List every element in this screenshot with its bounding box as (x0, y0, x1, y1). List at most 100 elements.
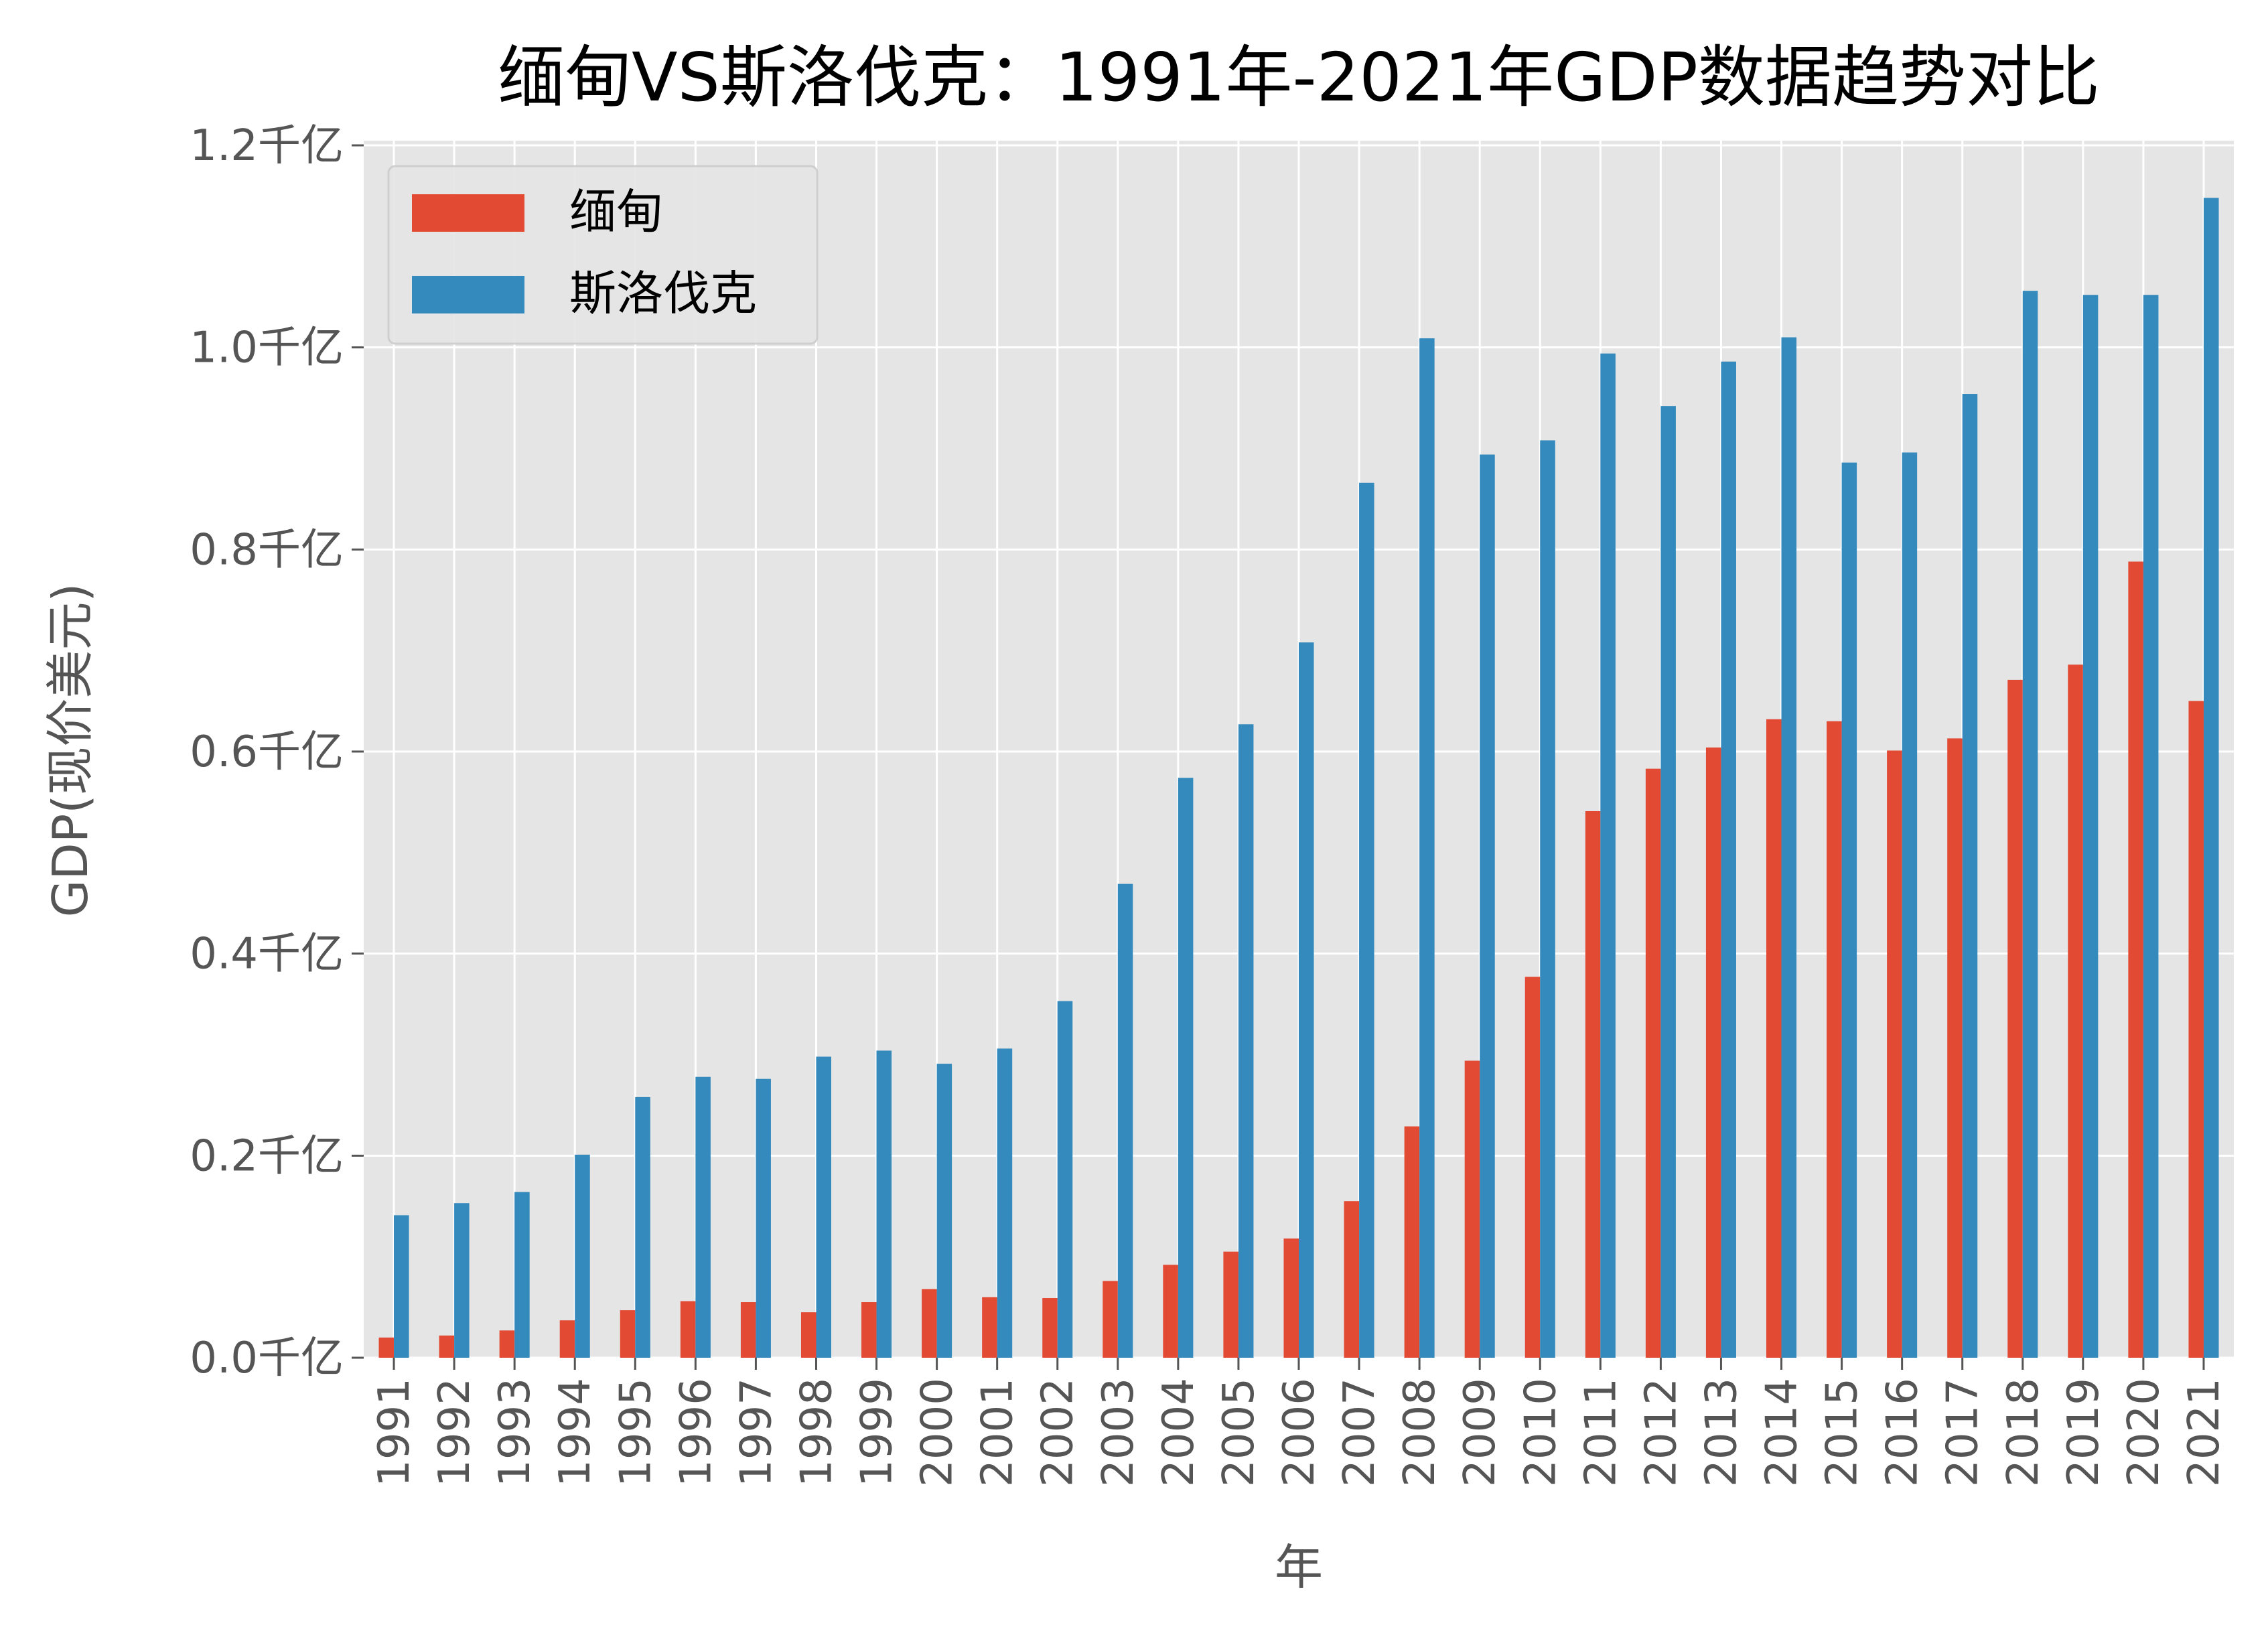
bar-myanmar-2018 (2007, 679, 2023, 1358)
y-tick-label: 1.0千亿 (190, 324, 344, 373)
x-tick-label: 2004 (1154, 1378, 1204, 1487)
x-tick-label: 2000 (913, 1378, 963, 1487)
x-tick-label: 1996 (671, 1378, 721, 1487)
x-tick-label: 1999 (853, 1378, 902, 1487)
bar-myanmar-1991 (378, 1337, 395, 1358)
bar-slovakia-2015 (1841, 462, 1857, 1358)
bar-slovakia-2011 (1600, 353, 1616, 1358)
bar-myanmar-2020 (2128, 561, 2143, 1358)
bar-slovakia-2006 (1299, 642, 1314, 1358)
bar-slovakia-2007 (1359, 482, 1374, 1358)
bar-slovakia-1996 (695, 1076, 711, 1358)
x-tick-label: 2021 (2180, 1378, 2229, 1487)
bar-myanmar-2019 (2068, 664, 2083, 1358)
x-tick-label: 1991 (370, 1378, 419, 1487)
x-tick-label: 2007 (1335, 1378, 1385, 1487)
bar-myanmar-2010 (1525, 977, 1541, 1358)
bar-myanmar-1997 (740, 1302, 756, 1358)
legend-swatch (412, 276, 524, 313)
legend-swatch (412, 194, 524, 232)
chart-title: 缅甸VS斯洛伐克：1991年-2021年GDP数据趋势对比 (498, 38, 2100, 117)
bar-slovakia-2010 (1540, 440, 1555, 1358)
bar-slovakia-2004 (1178, 778, 1194, 1358)
x-tick-label: 2020 (2119, 1378, 2169, 1487)
bar-slovakia-2014 (1781, 337, 1797, 1358)
bar-slovakia-1997 (756, 1078, 771, 1358)
bar-slovakia-2017 (1962, 394, 1978, 1358)
bar-slovakia-2008 (1419, 338, 1435, 1358)
bar-slovakia-2021 (2203, 198, 2219, 1358)
x-tick-label: 2011 (1576, 1378, 1626, 1487)
bar-slovakia-1995 (635, 1097, 650, 1358)
bar-slovakia-1999 (876, 1050, 892, 1358)
y-tick-label: 0.2千亿 (190, 1131, 344, 1181)
y-tick-label: 0.4千亿 (190, 930, 344, 979)
bar-myanmar-2016 (1887, 750, 1902, 1358)
bar-slovakia-2000 (936, 1064, 952, 1358)
x-tick-label: 1993 (490, 1378, 540, 1487)
x-tick-label: 2017 (1938, 1378, 1988, 1487)
x-tick-label: 2003 (1094, 1378, 1143, 1487)
bar-myanmar-1994 (559, 1320, 575, 1358)
x-tick-label: 2001 (973, 1378, 1023, 1487)
bar-myanmar-2003 (1103, 1281, 1118, 1358)
y-tick-label: 1.2千亿 (190, 121, 344, 171)
x-tick-label: 2008 (1395, 1378, 1445, 1487)
bar-slovakia-2005 (1238, 724, 1254, 1358)
bar-myanmar-2013 (1705, 747, 1721, 1358)
x-tick-label: 1994 (551, 1378, 600, 1487)
x-tick-label: 2018 (1999, 1378, 2048, 1487)
legend-label: 缅甸 (569, 184, 663, 239)
bar-myanmar-1995 (620, 1310, 636, 1358)
x-tick-label: 1995 (611, 1378, 660, 1487)
bar-slovakia-2009 (1480, 454, 1495, 1358)
bar-myanmar-2006 (1283, 1239, 1299, 1358)
x-tick-label: 1998 (792, 1378, 841, 1487)
x-tick-label: 2016 (1878, 1378, 1928, 1487)
bar-slovakia-2003 (1117, 883, 1133, 1358)
bar-slovakia-2016 (1902, 452, 1918, 1358)
bar-myanmar-1992 (439, 1335, 455, 1358)
bar-slovakia-2001 (997, 1048, 1013, 1358)
x-tick-label: 1997 (731, 1378, 781, 1487)
bar-myanmar-2009 (1464, 1060, 1480, 1358)
bar-slovakia-2018 (2022, 291, 2038, 1358)
y-tick-label: 0.6千亿 (190, 727, 344, 777)
bar-slovakia-1992 (454, 1203, 470, 1358)
x-tick-label: 2005 (1214, 1378, 1264, 1487)
bar-myanmar-2000 (922, 1289, 937, 1358)
bar-myanmar-1999 (861, 1302, 877, 1358)
bar-slovakia-2020 (2143, 295, 2159, 1358)
bar-myanmar-2021 (2188, 701, 2204, 1358)
bar-slovakia-2019 (2082, 295, 2099, 1358)
bar-myanmar-2008 (1404, 1126, 1420, 1358)
x-tick-label: 2006 (1275, 1378, 1324, 1487)
bar-slovakia-2012 (1660, 406, 1676, 1358)
bar-slovakia-2013 (1721, 361, 1736, 1358)
x-tick-label: 2014 (1758, 1378, 1807, 1487)
bar-myanmar-2014 (1766, 719, 1782, 1358)
x-tick-label: 2002 (1034, 1378, 1083, 1487)
x-tick-label: 2010 (1516, 1378, 1565, 1487)
x-tick-label: 1992 (430, 1378, 480, 1487)
bar-myanmar-1993 (499, 1330, 515, 1358)
bar-myanmar-2001 (982, 1297, 997, 1358)
legend-label: 斯洛伐克 (569, 266, 757, 321)
bar-myanmar-2004 (1163, 1265, 1178, 1358)
bar-slovakia-1991 (394, 1215, 409, 1358)
y-tick-label: 0.0千亿 (190, 1334, 344, 1383)
bar-slovakia-1998 (816, 1056, 831, 1358)
bars (378, 198, 2219, 1358)
x-tick-label: 2012 (1636, 1378, 1686, 1487)
x-tick-label: 2015 (1818, 1378, 1867, 1487)
bar-myanmar-2005 (1223, 1251, 1238, 1358)
bar-slovakia-1994 (575, 1154, 590, 1358)
bar-myanmar-2015 (1827, 721, 1842, 1358)
y-tick-label: 0.8千亿 (190, 525, 344, 575)
x-tick-label: 2019 (2059, 1378, 2109, 1487)
x-axis-label: 年 (1275, 1539, 1323, 1596)
bar-myanmar-2012 (1645, 768, 1661, 1358)
bar-myanmar-2011 (1585, 810, 1601, 1358)
